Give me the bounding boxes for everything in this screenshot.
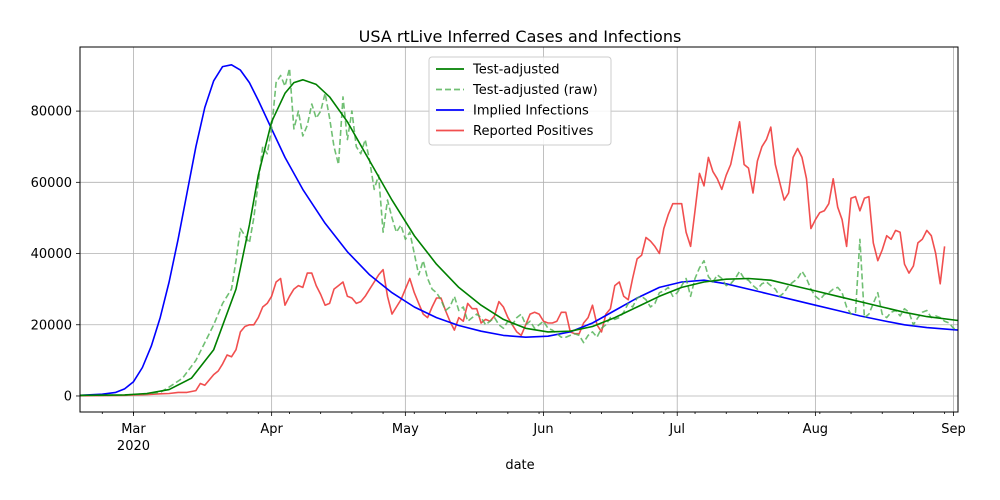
plot-frame bbox=[79, 46, 959, 413]
y-tick-label: 0 bbox=[64, 389, 72, 404]
axis-ticks: Mar 2020 Apr May Jun Jul Aug Sep 0 20000 40000 6000… bbox=[31, 105, 966, 454]
series-line-2 bbox=[79, 64, 959, 397]
x-tick-label: Sep bbox=[941, 422, 966, 437]
legend-label-1: Test-adjusted (raw) bbox=[472, 83, 598, 98]
x-axis-label: date bbox=[505, 458, 534, 473]
x-tick-label: Jun bbox=[532, 422, 553, 437]
legend-label-0: Test-adjusted bbox=[472, 63, 559, 78]
x-tick-label: Jul bbox=[668, 422, 685, 437]
x-tick-label: May bbox=[392, 422, 419, 437]
legend-box bbox=[428, 56, 612, 146]
y-tick-label: 20000 bbox=[31, 318, 72, 333]
series-line-1 bbox=[79, 67, 959, 397]
x-tick-label: Aug bbox=[803, 422, 828, 437]
series-lines bbox=[79, 64, 959, 397]
legend-label-3: Reported Positives bbox=[473, 124, 594, 139]
x-tick-label: Mar bbox=[121, 422, 146, 437]
x-tick-label: Apr bbox=[260, 422, 283, 437]
legend: Test-adjusted Test-adjusted (raw) Implied … bbox=[428, 56, 612, 146]
y-tick-label: 60000 bbox=[31, 176, 72, 191]
chart-title: USA rtLive Inferred Cases and Infections bbox=[359, 27, 682, 46]
y-tick-label: 80000 bbox=[31, 105, 72, 120]
x-tick-sublabel: 2020 bbox=[117, 439, 150, 454]
series-line-3 bbox=[79, 121, 946, 397]
grid bbox=[80, 47, 958, 412]
y-tick-label: 40000 bbox=[31, 247, 72, 262]
series-line-0 bbox=[79, 79, 959, 397]
legend-label-2: Implied Infections bbox=[473, 104, 589, 119]
